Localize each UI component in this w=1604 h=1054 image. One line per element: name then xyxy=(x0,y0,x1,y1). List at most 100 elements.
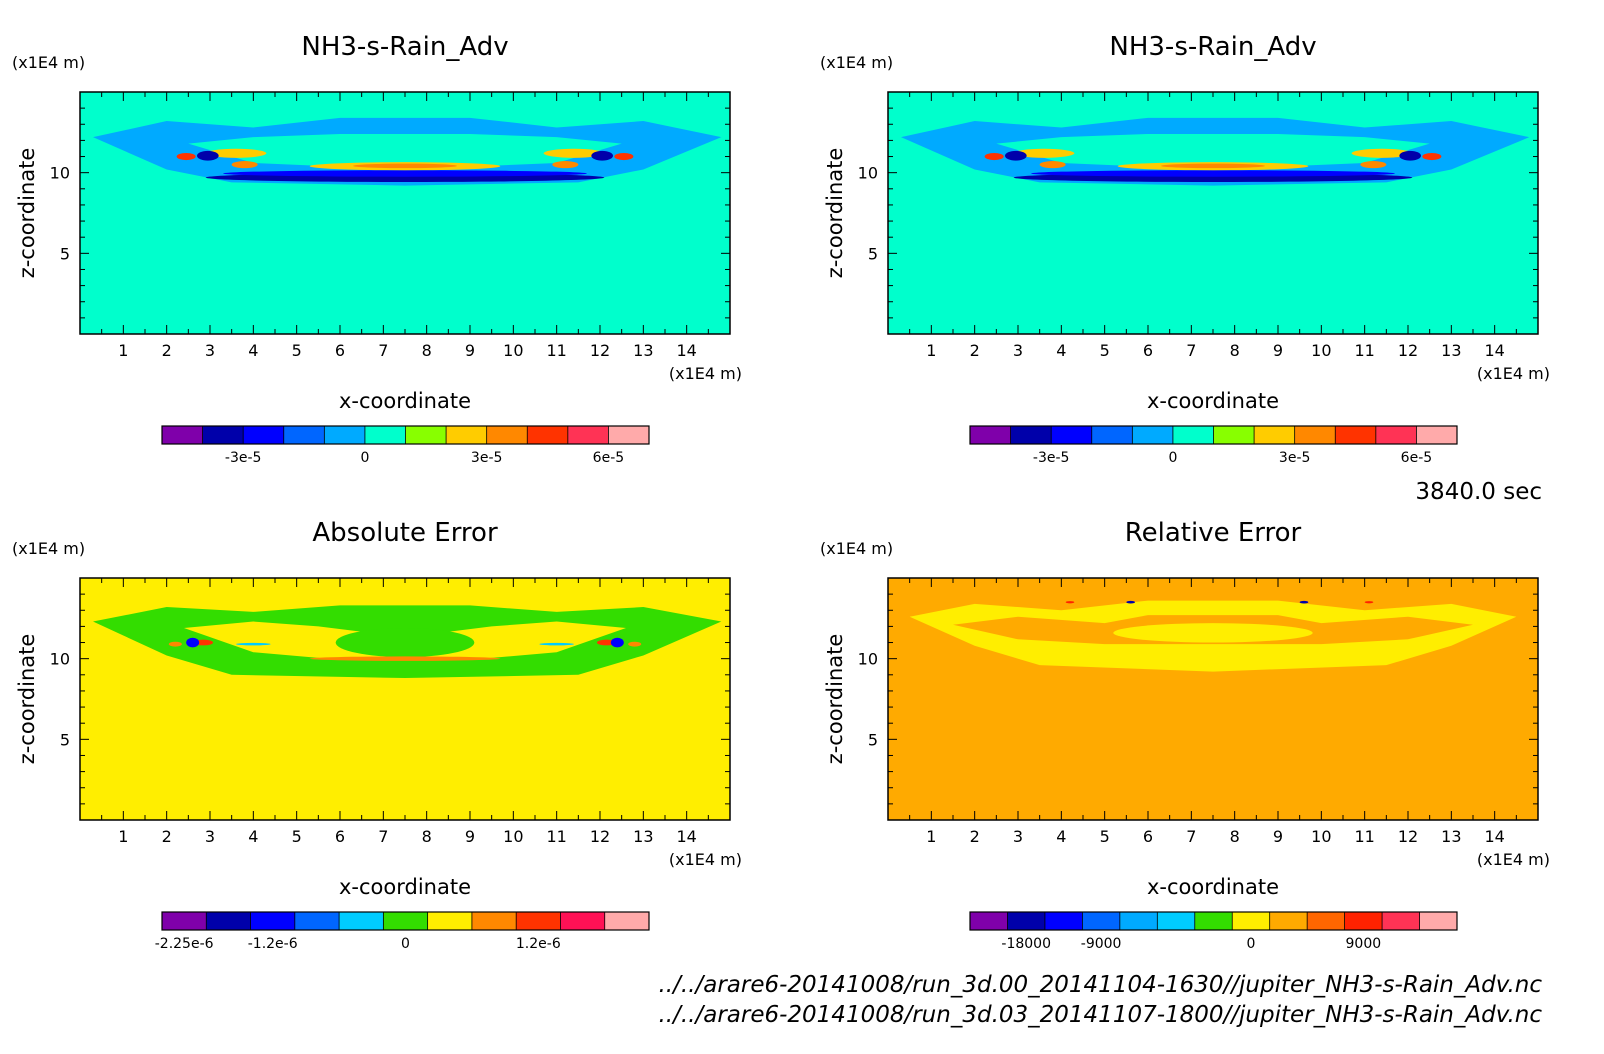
colorbar: -18000 -9000 0 9000 xyxy=(969,911,1458,952)
colorbar-label: 6e-5 xyxy=(1401,450,1432,466)
heatmap-region xyxy=(223,170,587,177)
x-tick-label: 12 xyxy=(1398,341,1418,360)
colorbar-frame xyxy=(969,425,1458,445)
colorbar-swatch xyxy=(516,912,561,930)
heatmap-region xyxy=(1364,601,1374,604)
x-tick-label: 6 xyxy=(1143,827,1153,846)
colorbar-swatch xyxy=(1419,912,1458,930)
x-tick-label: 7 xyxy=(1186,341,1196,360)
colorbar-label: -3e-5 xyxy=(225,450,262,466)
x-axis-label: x-coordinate xyxy=(339,875,471,899)
x-unit-label: (x1E4 m) xyxy=(669,364,742,383)
heatmap-region xyxy=(591,150,614,161)
heatmap-region xyxy=(1065,601,1075,604)
colorbar-label: -2.25e-6 xyxy=(155,936,214,952)
x-tick-label: 1 xyxy=(926,341,936,360)
chart-panel-1: NH3-s-Rain_Adv(x1E4 m)1 2 3 4 5 6 7 8 9 10 11 12 13 1… xyxy=(12,32,742,466)
colorbar-swatch xyxy=(1091,426,1133,444)
x-tick-label: 3 xyxy=(205,341,215,360)
heatmap-region xyxy=(1299,600,1309,604)
colorbar-swatch xyxy=(1344,912,1383,930)
chart-panel-2: NH3-s-Rain_Adv(x1E4 m)1 2 3 4 5 6 7 8 9 10 11 12 13 1… xyxy=(820,32,1550,466)
heatmap-region xyxy=(984,152,1004,161)
x-tick-label: 1 xyxy=(118,341,128,360)
x-tick-label: 12 xyxy=(590,827,610,846)
x-axis-label: x-coordinate xyxy=(1147,389,1279,413)
y-tick-label: 5 xyxy=(60,730,70,749)
x-tick-label: 6 xyxy=(335,341,345,360)
x-tick-label: 8 xyxy=(1230,827,1240,846)
x-tick-label: 10 xyxy=(1311,827,1331,846)
x-tick-label: 4 xyxy=(1056,341,1066,360)
heatmap-features xyxy=(909,600,1517,672)
x-tick-label: 4 xyxy=(248,827,258,846)
colorbar-swatch xyxy=(324,426,366,444)
x-tick-label: 1 xyxy=(118,827,128,846)
heatmap-region xyxy=(1422,152,1442,161)
time-label: 3840.0 sec xyxy=(1415,479,1542,505)
x-tick-label: 4 xyxy=(248,341,258,360)
colorbar-swatch xyxy=(206,912,252,930)
y-tick-label: 10 xyxy=(858,650,878,669)
colorbar-swatch xyxy=(527,426,569,444)
colorbar-label: 6e-5 xyxy=(593,450,624,466)
heatmap-region xyxy=(1161,163,1265,169)
y-axis-label: z-coordinate xyxy=(15,634,39,765)
x-tick-label: 10 xyxy=(1311,341,1331,360)
colorbar-swatch xyxy=(243,426,285,444)
x-tick-label: 13 xyxy=(1441,827,1461,846)
x-tick-label: 5 xyxy=(292,827,302,846)
x-unit-label: (x1E4 m) xyxy=(1477,850,1550,869)
x-axis-label: x-coordinate xyxy=(339,389,471,413)
heatmap-region xyxy=(188,133,622,170)
x-tick-label: 11 xyxy=(1354,827,1374,846)
colorbar-swatch xyxy=(1051,426,1093,444)
colorbar-frame xyxy=(161,911,650,931)
x-tick-label: 10 xyxy=(503,341,523,360)
colorbar-swatch xyxy=(1007,912,1046,930)
heatmap-region xyxy=(614,152,634,161)
colorbar-swatch xyxy=(1082,912,1121,930)
heatmap-region xyxy=(205,148,267,158)
colorbar-swatch xyxy=(162,912,207,930)
x-tick-label: 13 xyxy=(633,827,653,846)
colorbar-swatch xyxy=(250,912,296,930)
x-tick-label: 8 xyxy=(422,827,432,846)
heatmap-region xyxy=(168,641,182,647)
x-tick-label: 4 xyxy=(1056,827,1066,846)
x-tick-label: 8 xyxy=(1230,341,1240,360)
y-axis-label: z-coordinate xyxy=(823,634,847,765)
heatmap-region xyxy=(231,161,258,169)
heatmap-region xyxy=(197,150,219,161)
colorbar-swatch xyxy=(1119,912,1158,930)
heatmap-region xyxy=(309,656,501,661)
y-tick-label: 10 xyxy=(50,650,70,669)
colorbar-swatch xyxy=(283,426,325,444)
colorbar-swatch xyxy=(1157,912,1196,930)
x-tick-label: 11 xyxy=(546,341,566,360)
colorbar-swatch xyxy=(405,426,447,444)
x-tick-label: 7 xyxy=(378,341,388,360)
x-tick-label: 10 xyxy=(503,827,523,846)
colorbar-swatch xyxy=(471,912,517,930)
x-tick-label: 3 xyxy=(1013,827,1023,846)
colorbar-label: -3e-5 xyxy=(1033,450,1070,466)
x-tick-label: 5 xyxy=(1100,341,1110,360)
colorbar-swatch xyxy=(1307,912,1346,930)
x-tick-label: 1 xyxy=(926,827,936,846)
heatmap-region xyxy=(996,133,1430,170)
x-tick-label: 9 xyxy=(1273,341,1283,360)
y-tick-label: 10 xyxy=(858,164,878,183)
colorbar-label: 9000 xyxy=(1346,936,1382,952)
x-tick-label: 2 xyxy=(162,827,172,846)
colorbar-frame xyxy=(969,911,1458,931)
x-tick-label: 7 xyxy=(378,827,388,846)
colorbar-swatch xyxy=(1010,426,1052,444)
y-unit-label: (x1E4 m) xyxy=(12,539,85,558)
colorbar-swatch xyxy=(1335,426,1377,444)
colorbar-swatch xyxy=(162,426,204,444)
heatmap-region xyxy=(552,161,579,169)
footer-file2: ../../arare6-20141008/run_3d.03_20141107… xyxy=(658,1002,1542,1028)
colorbar-swatch xyxy=(1416,426,1458,444)
